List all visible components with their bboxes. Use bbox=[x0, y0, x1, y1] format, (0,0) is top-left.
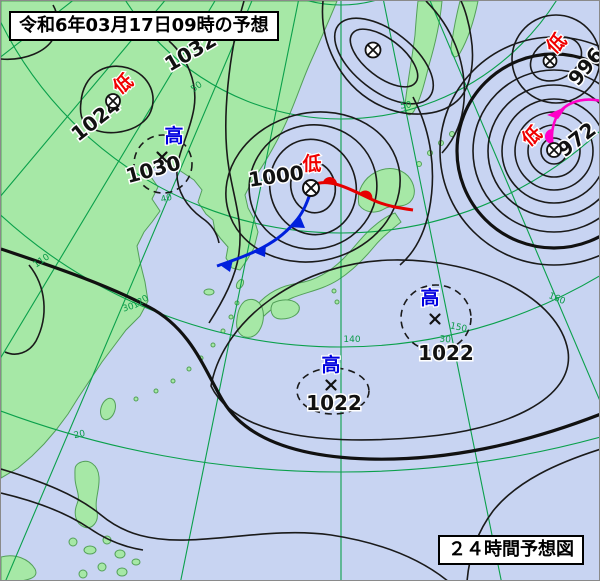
isobar-okhotsk-cell-outer bbox=[333, 17, 435, 105]
isobar bbox=[1, 468, 448, 580]
isobar-1024-cell bbox=[79, 65, 154, 134]
isobar-high-belt-oval bbox=[210, 259, 570, 441]
isobar-996-outer bbox=[511, 14, 599, 104]
lat-label: 30 bbox=[439, 335, 452, 346]
isobar bbox=[425, 1, 466, 154]
lat-label: 30 bbox=[121, 301, 135, 314]
occluded-front bbox=[544, 98, 599, 151]
chart-type-text: ２４時間予想図 bbox=[448, 539, 574, 560]
fronts bbox=[216, 98, 599, 272]
isobar-1022-dashed-cell-southeast bbox=[400, 284, 472, 352]
high-label: 高 bbox=[164, 124, 183, 147]
low-centre-symbol bbox=[542, 53, 558, 69]
pressure-value: 1022 bbox=[306, 391, 362, 415]
land-southwest-corner-island bbox=[1, 555, 37, 580]
warm-front bbox=[312, 177, 414, 212]
warm-front-semicircle bbox=[323, 177, 338, 185]
high-label: 高 bbox=[321, 353, 340, 376]
land-luzon bbox=[74, 460, 100, 529]
occluded-front-semicircle bbox=[544, 129, 553, 145]
chart-type-box: ２４時間予想図 bbox=[438, 535, 584, 566]
lon-label: 140 bbox=[343, 335, 360, 345]
isobar-1022-dashed-cell-south bbox=[296, 367, 370, 415]
lat-label: 50 bbox=[400, 100, 413, 111]
isobar-bold bbox=[1, 247, 599, 461]
high-label: 高 bbox=[420, 286, 439, 309]
low-centre-symbol bbox=[302, 179, 320, 197]
isobar bbox=[4, 264, 45, 355]
isobar bbox=[399, 96, 434, 266]
land-kyushu bbox=[236, 298, 264, 338]
latitude-lines bbox=[1, 1, 599, 473]
low-centre-symbol bbox=[364, 41, 382, 59]
cold-front bbox=[216, 190, 313, 272]
lon-label: 150 bbox=[449, 321, 468, 334]
isobar-okhotsk-cell bbox=[349, 28, 419, 88]
land-taiwan bbox=[100, 397, 116, 421]
land-honshu bbox=[256, 212, 402, 317]
warm-front-semicircle bbox=[359, 190, 373, 200]
lat-label: 40 bbox=[160, 193, 174, 206]
forecast-title-text: 令和6年03月17日09時の予想 bbox=[19, 15, 269, 36]
forecast-title-box: 令和6年03月17日09時の予想 bbox=[9, 11, 279, 42]
cold-front-triangle bbox=[220, 260, 233, 272]
low-label: 低 bbox=[301, 152, 321, 175]
isobar bbox=[1, 492, 144, 551]
isobar bbox=[168, 40, 220, 244]
land-shikoku bbox=[270, 299, 300, 320]
isobar bbox=[321, 1, 474, 115]
pressure-value: 1022 bbox=[418, 341, 474, 365]
land-jeju bbox=[203, 288, 215, 296]
low-centre-symbol bbox=[546, 142, 562, 158]
ryukyu-islands bbox=[133, 288, 340, 402]
cold-front-triangle bbox=[253, 245, 266, 257]
lat-label: 20 bbox=[73, 429, 87, 441]
high-centre-x bbox=[156, 151, 441, 391]
cold-front-triangle bbox=[289, 216, 305, 228]
low-centre-symbol bbox=[105, 93, 121, 109]
isobar bbox=[208, 1, 245, 324]
occluded-front-triangle bbox=[547, 106, 567, 119]
pressure-centre-symbols bbox=[105, 41, 562, 391]
isobar-1030-dashed-cell bbox=[133, 134, 193, 194]
isobar-rings-central-low bbox=[225, 111, 401, 263]
isobar-rings-972-low bbox=[439, 36, 599, 266]
